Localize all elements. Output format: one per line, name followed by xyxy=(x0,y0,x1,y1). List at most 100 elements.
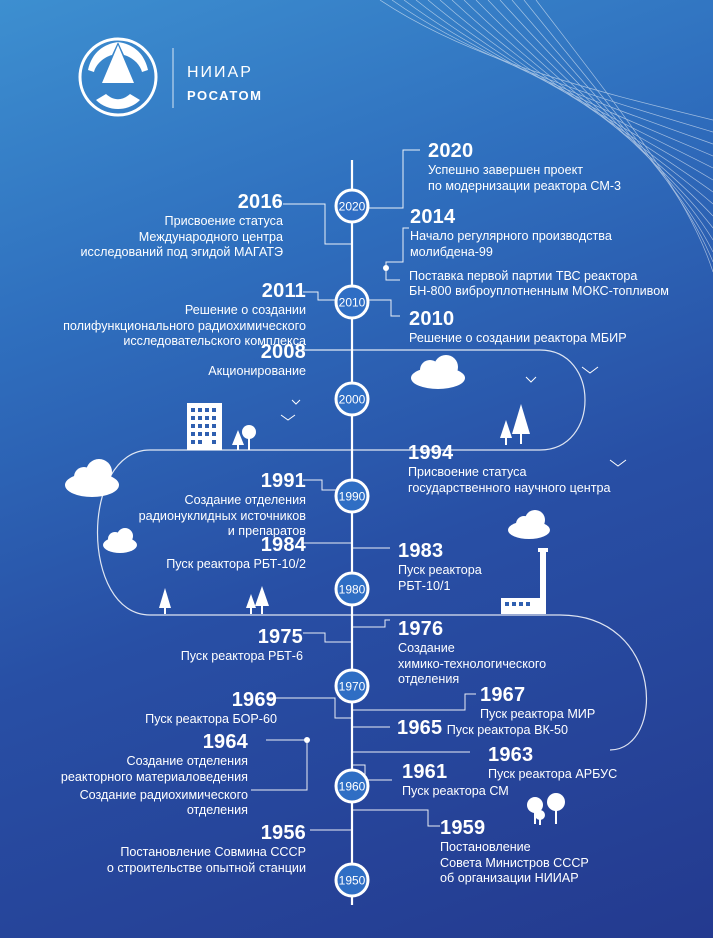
event-1965: 1965 Пуск реактора ВК-50 xyxy=(397,716,568,740)
decade-marker-1960: 1960 xyxy=(334,768,370,804)
event-1976: 1976 Создание химико-технологического от… xyxy=(398,617,546,687)
event-year: 2016 xyxy=(237,191,283,213)
event-text: Постановление Совмина СССР о строительст… xyxy=(106,845,306,875)
decade-label: 1970 xyxy=(339,680,366,694)
decade-label: 1950 xyxy=(339,874,366,888)
event-1964: 1964 Создание отделения реакторного мате… xyxy=(61,730,248,785)
decade-label: 1960 xyxy=(339,780,366,794)
decade-label: 1980 xyxy=(339,583,366,597)
event-text: Создание отделения радионуклидных источн… xyxy=(138,493,306,539)
event-year: 2011 xyxy=(261,280,306,302)
event-year: 1994 xyxy=(408,442,454,464)
event-1983: 1983 Пуск реактора РБТ-10/1 xyxy=(398,539,482,594)
event-year: 2008 xyxy=(260,341,306,363)
event-text: Пуск реактора СМ xyxy=(402,784,509,799)
decade-label: 2010 xyxy=(339,296,366,310)
event-year: 1984 xyxy=(260,534,306,556)
decade-circle xyxy=(334,668,370,704)
event-2011: 2011 Решение о создании полифункциональн… xyxy=(63,279,306,349)
event-1975: 1975 Пуск реактора РБТ-6 xyxy=(181,625,303,665)
decade-circle xyxy=(334,862,370,898)
event-1967: 1967 Пуск реактора МИР xyxy=(480,683,595,723)
event-1959: 1959 Постановление Совета Министров СССР… xyxy=(440,816,589,886)
decade-markers: 2020 2010 2000 1990 1980 1970 1960 1950 xyxy=(334,188,370,898)
event-year: 1967 xyxy=(480,684,526,706)
cloud-icon xyxy=(508,510,550,539)
decade-circle xyxy=(334,188,370,224)
event-2014: 2014 Начало регулярного производства мол… xyxy=(410,205,612,260)
event-text: Пуск реактора РБТ-6 xyxy=(180,649,303,664)
decade-marker-2020: 2020 xyxy=(334,188,370,224)
decade-label: 2020 xyxy=(339,200,366,214)
event-text: Создание химико-технологического отделен… xyxy=(398,641,547,687)
decade-marker-1980: 1980 xyxy=(334,571,370,607)
decade-circle xyxy=(334,284,370,320)
serpentine-road xyxy=(96,349,647,751)
event-1991: 1991 Создание отделения радионуклидных и… xyxy=(139,469,306,539)
event-text: Пуск реактора РБТ-10/2 xyxy=(166,557,306,572)
event-year: 1965 xyxy=(397,717,443,739)
event-2010: 2010 Решение о создании реактора МБИР xyxy=(409,307,627,347)
decade-circle xyxy=(334,478,370,514)
decade-marker-2000: 2000 xyxy=(334,381,370,417)
connector-dot xyxy=(383,265,389,271)
event-1964-radiochem: Создание радиохимического отделения xyxy=(79,788,248,818)
event-year: 1991 xyxy=(260,470,306,492)
event-1956: 1956 Постановление Совмина СССР о строит… xyxy=(107,821,306,876)
event-year: 1976 xyxy=(398,618,444,640)
event-1961: 1961 Пуск реактора СМ xyxy=(402,760,509,800)
event-text: Успешно завершен проект по модернизации … xyxy=(428,163,622,193)
event-2014-tvs: Поставка первой партии ТВС реактора БН-8… xyxy=(409,269,669,299)
decade-marker-1950: 1950 xyxy=(334,862,370,898)
event-1969: 1969 Пуск реактора БОР-60 xyxy=(145,688,277,728)
event-year: 1964 xyxy=(202,731,248,753)
event-1994: 1994 Присвоение статуса государственного… xyxy=(408,441,610,496)
event-year: 2020 xyxy=(428,140,474,162)
event-text: Решение о создании полифункционального р… xyxy=(63,303,306,349)
event-text: Присвоение статуса государственного науч… xyxy=(408,465,611,495)
decade-marker-2010: 2010 xyxy=(334,284,370,320)
event-text: Пуск реактора ВК-50 xyxy=(446,723,569,737)
event-text: Постановление Совета Министров СССР об о… xyxy=(440,840,589,886)
event-1963: 1963 Пуск реактора АРБУС xyxy=(488,743,617,783)
event-year: 1983 xyxy=(398,540,444,562)
event-text: Пуск реактора АРБУС xyxy=(488,767,618,782)
decade-label: 2000 xyxy=(339,393,366,407)
factory-icon xyxy=(501,548,548,614)
event-year: 1963 xyxy=(488,744,534,766)
decade-circle xyxy=(334,381,370,417)
tree-icon xyxy=(159,404,565,825)
building-icon xyxy=(187,403,222,450)
cloud-icon xyxy=(103,528,137,553)
event-year: 1961 xyxy=(402,761,448,783)
cloud-icon xyxy=(411,355,465,389)
brand-name: НИИАР xyxy=(187,64,253,81)
decorative-wave-lines xyxy=(379,0,713,273)
event-text: Решение о создании реактора МБИР xyxy=(409,331,627,346)
decade-circle xyxy=(334,768,370,804)
event-2020: 2020 Успешно завершен проект по модерниз… xyxy=(428,139,621,194)
event-text: Пуск реактора БОР-60 xyxy=(145,712,277,727)
decade-label: 1990 xyxy=(339,490,366,504)
rosatom-logo-icon xyxy=(78,37,158,117)
decade-marker-1970: 1970 xyxy=(334,668,370,704)
cloud-icon xyxy=(65,459,119,497)
bird-icon xyxy=(280,366,627,467)
event-year: 2014 xyxy=(410,206,456,228)
event-year: 1969 xyxy=(231,689,277,711)
event-text: Пуск реактора РБТ-10/1 xyxy=(398,563,482,593)
event-year: 1956 xyxy=(260,822,306,844)
event-year: 1959 xyxy=(440,817,486,839)
event-2016: 2016 Присвоение статуса Международного ц… xyxy=(81,190,284,260)
connector-dot xyxy=(304,737,310,743)
event-year: 2010 xyxy=(409,308,455,330)
event-text: Пуск реактора МИР xyxy=(480,707,596,722)
brand-org: РОСАТОМ xyxy=(187,88,263,103)
event-year: 1975 xyxy=(257,626,303,648)
event-2008: 2008 Акционирование xyxy=(208,340,306,380)
event-1984: 1984 Пуск реактора РБТ-10/2 xyxy=(166,533,306,573)
decade-marker-1990: 1990 xyxy=(334,478,370,514)
event-text: Присвоение статуса Международного центра… xyxy=(80,214,284,260)
